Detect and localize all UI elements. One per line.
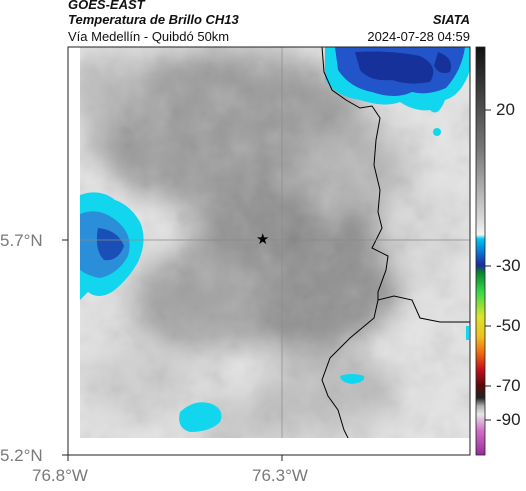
product-title: Temperatura de Brillo CH13 [68, 12, 239, 27]
colorbar-label-neg30: -30 [496, 256, 521, 275]
colorbar-label-neg90: -90 [496, 410, 521, 429]
cold-cloud-south [179, 402, 222, 432]
lat-label-5.7N: 5.7°N [0, 231, 43, 250]
cold-cloud-patch [340, 374, 365, 384]
timestamp: 2024-07-28 04:59 [367, 29, 470, 44]
satellite-image [80, 47, 470, 438]
cold-cloud-west [80, 192, 144, 300]
cold-cloud-northeast [325, 47, 470, 136]
colorbar-ticks [485, 109, 491, 421]
border-lines [321, 47, 470, 438]
lon-label-76.3W: 76.3°W [252, 466, 308, 485]
colorbar-label-20: 20 [496, 100, 515, 119]
colorbar [475, 46, 486, 456]
colorbar-label-neg50: -50 [496, 316, 521, 335]
texture-overlay [80, 47, 470, 438]
location-marker-icon: ★ [256, 230, 270, 248]
lat-label-5.2N: 5.2°N [0, 446, 43, 465]
lon-label-76.8W: 76.8°W [32, 466, 88, 485]
satellite-source: GOES-EAST [68, 0, 145, 12]
region-subtitle: Vía Medellín - Quibdó 50km [68, 29, 230, 44]
organization-label: SIATA [432, 12, 470, 27]
colorbar-label-neg70: -70 [496, 376, 521, 395]
